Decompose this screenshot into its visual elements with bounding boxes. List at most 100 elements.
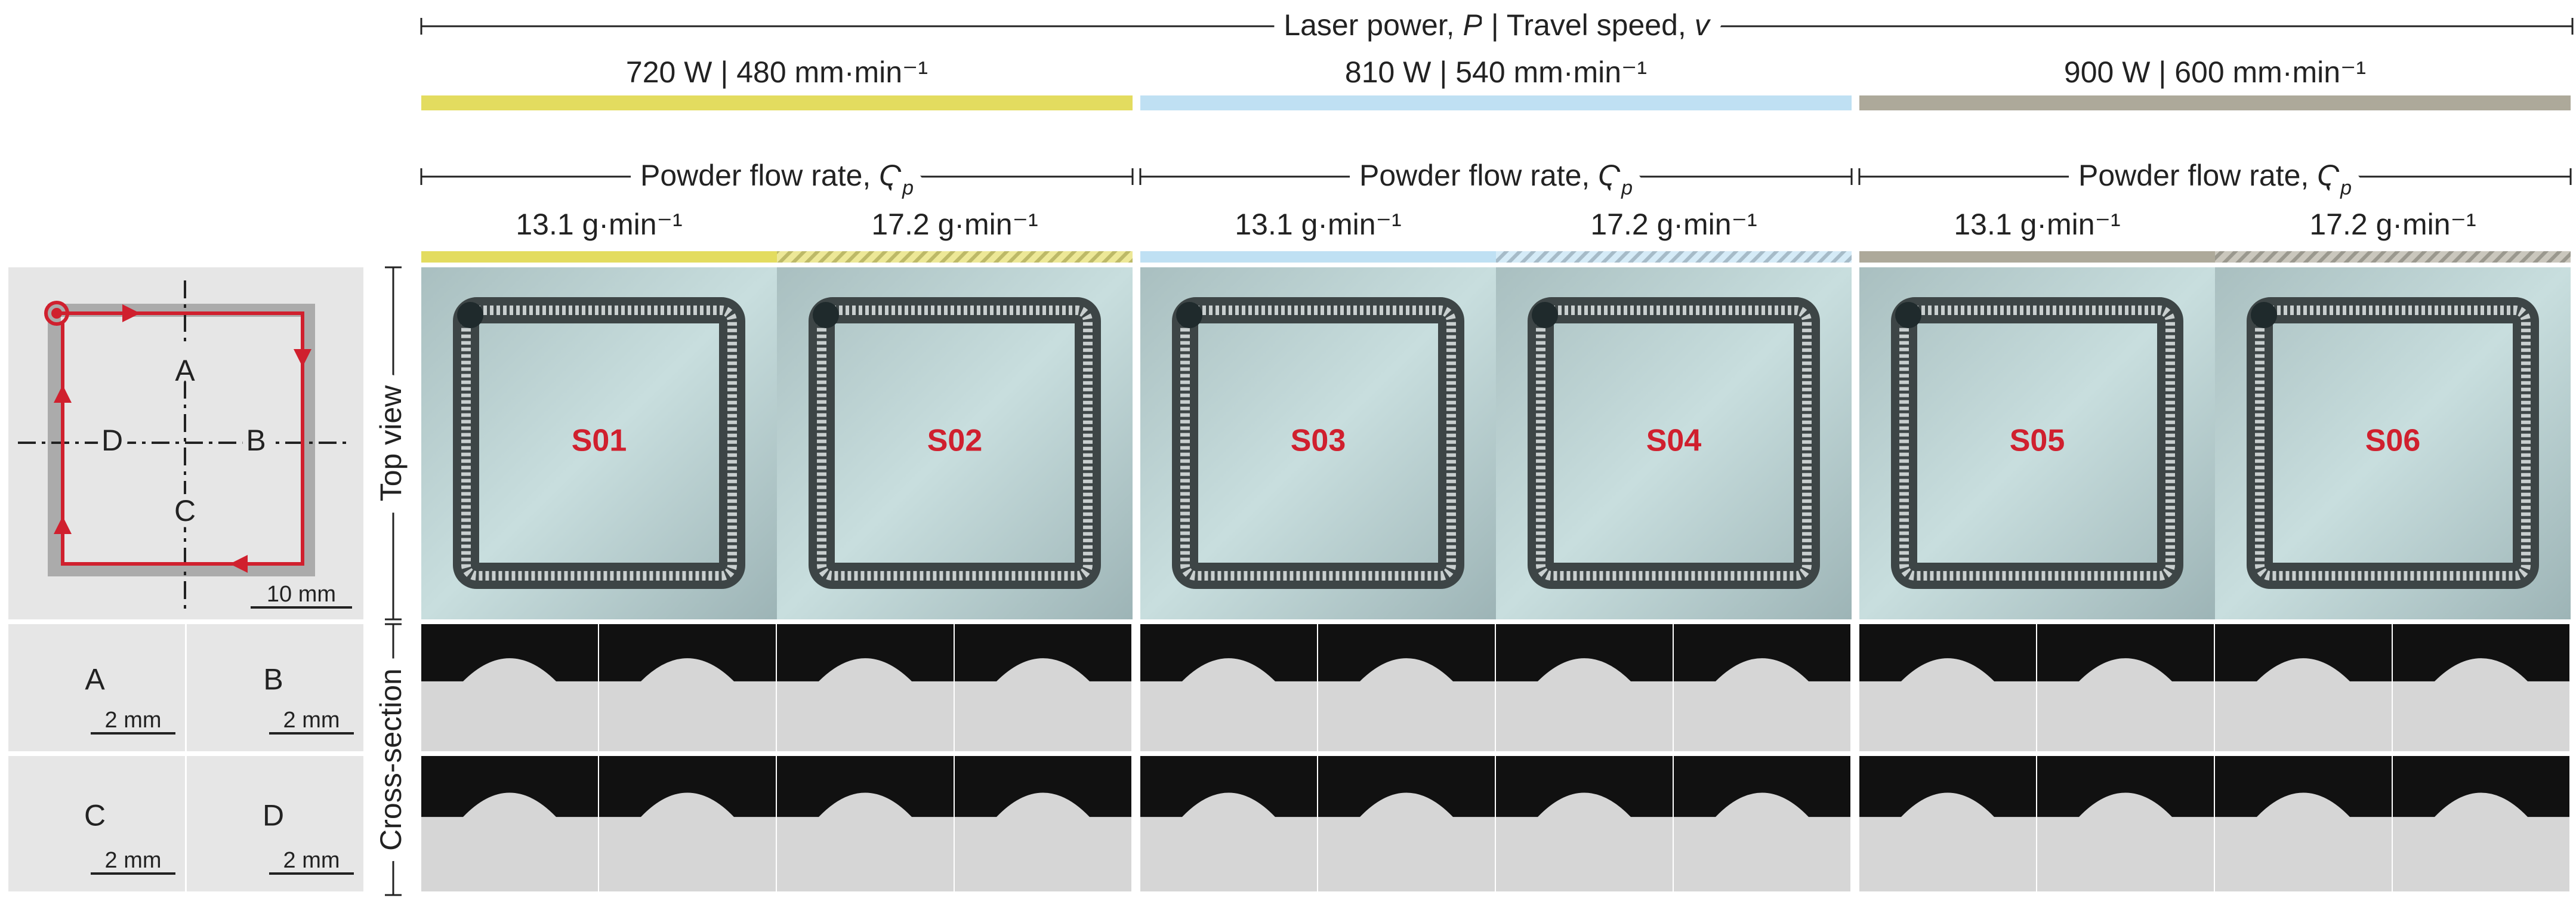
section-label: B bbox=[246, 424, 266, 457]
section-axes bbox=[18, 280, 352, 615]
row-label: Top view bbox=[374, 385, 408, 501]
cross-section-bead bbox=[1318, 658, 1495, 751]
key-label: A bbox=[85, 663, 105, 696]
title-part: | Travel speed, bbox=[1483, 8, 1695, 42]
flow-label: 13.1 g·min⁻¹ bbox=[1235, 208, 1401, 241]
track-outline bbox=[48, 304, 315, 576]
subheader: Powder flow rate, Qp bbox=[1359, 159, 1633, 199]
scan-path bbox=[44, 301, 311, 573]
key-cell bbox=[8, 756, 185, 891]
deposit-track-shine bbox=[2255, 306, 2531, 581]
title-part: P bbox=[1463, 8, 1483, 42]
subheader-symbol: Q bbox=[1598, 159, 1621, 192]
title-part: Laser power, bbox=[1284, 8, 1463, 42]
top-view-photo bbox=[777, 267, 1133, 619]
flow-label: 13.1 g·min⁻¹ bbox=[1954, 208, 2120, 241]
flow-hatch bbox=[2215, 251, 2571, 263]
sample-label: S01 bbox=[572, 424, 627, 458]
start-point bbox=[457, 302, 483, 328]
cross-section-bead bbox=[1674, 792, 1850, 891]
scale-label: 2 mm bbox=[105, 848, 162, 873]
subheader-text: Powder flow rate, bbox=[2078, 159, 2317, 192]
cross-section-bead bbox=[1496, 792, 1673, 891]
sample-label: S02 bbox=[927, 424, 983, 458]
cross-section-bead bbox=[1318, 792, 1495, 891]
section-label: D bbox=[101, 424, 123, 457]
top-view-photo bbox=[1496, 267, 1852, 619]
scale-label: 2 mm bbox=[283, 848, 340, 873]
start-point bbox=[1532, 302, 1558, 328]
subheader-subscript: p bbox=[1621, 177, 1633, 199]
scale-label: 2 mm bbox=[105, 708, 162, 733]
cross-section-bead bbox=[1859, 658, 2036, 751]
flow-label: 17.2 g·min⁻¹ bbox=[2309, 208, 2476, 241]
subheader-text: Powder flow rate, bbox=[1359, 159, 1598, 192]
key-cell bbox=[8, 624, 185, 751]
figure-title: Laser power, P | Travel speed, v bbox=[1284, 8, 1711, 42]
cross-section-bead bbox=[2215, 792, 2392, 891]
key-cell bbox=[187, 624, 363, 751]
deposit-track-shine bbox=[817, 306, 1093, 581]
cross-section-bead bbox=[777, 792, 954, 891]
cross-section-bead bbox=[2393, 792, 2569, 891]
flow-label: 13.1 g·min⁻¹ bbox=[516, 208, 682, 241]
top-view-photo bbox=[2215, 267, 2571, 619]
sample-label: S06 bbox=[2365, 424, 2421, 458]
sample-label: S04 bbox=[1646, 424, 1702, 458]
row-bracket bbox=[385, 266, 402, 896]
flow-bar bbox=[1140, 251, 1496, 263]
cross-section-bead bbox=[1140, 658, 1317, 751]
flow-label: 17.2 g·min⁻¹ bbox=[1590, 208, 1757, 241]
group-label: 900 W | 600 mm·min⁻¹ bbox=[2064, 55, 2366, 89]
key-label: B bbox=[263, 663, 283, 696]
cross-section-bead bbox=[2215, 658, 2392, 751]
top-view-photo bbox=[1140, 267, 1496, 619]
flow-bar bbox=[421, 251, 777, 263]
cross-section-bead bbox=[1859, 792, 2036, 891]
deposit-track-shine bbox=[1180, 306, 1456, 581]
cross-section-bead bbox=[2393, 658, 2569, 751]
cross-section-bead bbox=[599, 658, 776, 751]
deposit-track-shine bbox=[1536, 306, 1812, 581]
sample-label: S05 bbox=[2010, 424, 2065, 458]
subheader: Powder flow rate, Qp bbox=[640, 159, 914, 199]
deposit-track-shine bbox=[461, 306, 737, 581]
cross-section-bead bbox=[2037, 658, 2214, 751]
group-bar bbox=[1859, 95, 2571, 110]
cross-section-bead bbox=[599, 792, 776, 891]
subheader-subscript: p bbox=[2340, 177, 2352, 199]
start-point bbox=[1176, 302, 1202, 328]
start-point bbox=[1895, 302, 1921, 328]
cross-section-bead bbox=[777, 658, 954, 751]
flow-label: 17.2 g·min⁻¹ bbox=[871, 208, 1038, 241]
top-view-photo bbox=[1859, 267, 2215, 619]
cross-section-bead bbox=[1140, 792, 1317, 891]
start-point bbox=[813, 302, 839, 328]
flow-hatch bbox=[1496, 251, 1852, 263]
group-label: 720 W | 480 mm·min⁻¹ bbox=[626, 55, 928, 89]
deposit-track-shine bbox=[1899, 306, 2175, 581]
scale-label: 2 mm bbox=[283, 708, 340, 733]
flow-bar bbox=[1859, 251, 2215, 263]
group-label: 810 W | 540 mm·min⁻¹ bbox=[1345, 55, 1647, 89]
section-label: C bbox=[174, 494, 196, 527]
subheader-symbol: Q bbox=[2317, 159, 2340, 192]
key-label: D bbox=[263, 799, 284, 832]
top-view-photo bbox=[421, 267, 777, 619]
cross-section-bead bbox=[1674, 658, 1850, 751]
key-cell bbox=[187, 756, 363, 891]
cross-section-bead bbox=[1496, 658, 1673, 751]
key-label: C bbox=[84, 799, 106, 832]
section-label: A bbox=[175, 354, 195, 387]
cross-section-bead bbox=[2037, 792, 2214, 891]
title-part: v bbox=[1695, 8, 1711, 42]
cross-section-bead bbox=[421, 792, 598, 891]
row-label: Cross-section bbox=[374, 668, 408, 851]
subheader-subscript: p bbox=[902, 177, 914, 199]
cross-section-bead bbox=[955, 658, 1131, 751]
flow-hatch bbox=[777, 251, 1133, 263]
sample-label: S03 bbox=[1291, 424, 1346, 458]
subheader-text: Powder flow rate, bbox=[640, 159, 879, 192]
group-bar bbox=[421, 95, 1133, 110]
